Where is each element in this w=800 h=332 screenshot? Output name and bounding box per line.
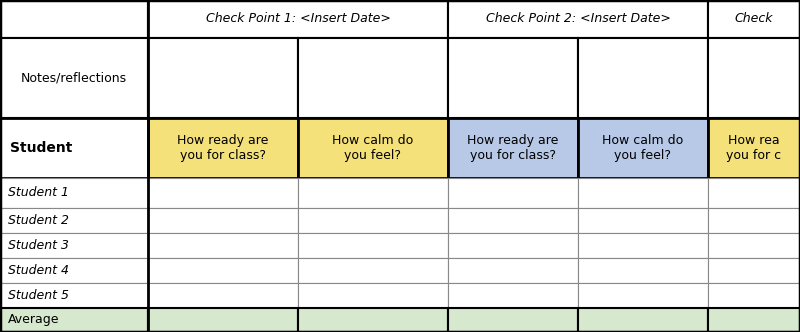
Bar (0, 208, 148, 233)
Bar (148, 0, 448, 38)
Bar (0, 38, 148, 118)
Bar (298, 258, 448, 283)
Bar (578, 208, 708, 233)
Bar (448, 258, 578, 283)
Text: How calm do
you feel?: How calm do you feel? (332, 134, 414, 162)
Bar (578, 38, 708, 118)
Bar (708, 178, 800, 208)
Bar (708, 283, 800, 308)
Text: How ready are
you for class?: How ready are you for class? (467, 134, 558, 162)
Text: Student 2: Student 2 (8, 214, 69, 227)
Bar (298, 208, 448, 233)
Bar (708, 118, 800, 178)
Bar (0, 233, 148, 258)
Bar (578, 233, 708, 258)
Text: Check Point 1: <Insert Date>: Check Point 1: <Insert Date> (206, 13, 390, 26)
Bar (448, 308, 578, 332)
Bar (578, 118, 708, 178)
Bar (148, 38, 298, 118)
Bar (148, 178, 298, 208)
Bar (148, 118, 298, 178)
Bar (448, 283, 578, 308)
Bar (708, 308, 800, 332)
Bar (0, 0, 148, 38)
Bar (578, 258, 708, 283)
Bar (448, 0, 708, 38)
Bar (148, 233, 298, 258)
Text: Average: Average (8, 313, 59, 326)
Text: Notes/reflections: Notes/reflections (21, 71, 127, 85)
Bar (298, 283, 448, 308)
Bar (148, 308, 298, 332)
Bar (448, 118, 578, 178)
Bar (0, 118, 148, 178)
Bar (0, 178, 148, 208)
Text: How ready are
you for class?: How ready are you for class? (178, 134, 269, 162)
Text: Student: Student (10, 141, 72, 155)
Bar (148, 258, 298, 283)
Bar (0, 283, 148, 308)
Bar (448, 208, 578, 233)
Bar (148, 283, 298, 308)
Text: Check: Check (734, 13, 774, 26)
Bar (0, 308, 148, 332)
Text: Student 3: Student 3 (8, 239, 69, 252)
Bar (708, 208, 800, 233)
Bar (578, 178, 708, 208)
Bar (448, 178, 578, 208)
Bar (708, 38, 800, 118)
Bar (448, 233, 578, 258)
Bar (578, 308, 708, 332)
Text: How rea
you for c: How rea you for c (726, 134, 782, 162)
Bar (708, 0, 800, 38)
Bar (298, 178, 448, 208)
Bar (0, 258, 148, 283)
Bar (578, 283, 708, 308)
Bar (148, 208, 298, 233)
Bar (298, 38, 448, 118)
Text: Student 4: Student 4 (8, 264, 69, 277)
Bar (298, 118, 448, 178)
Text: Student 5: Student 5 (8, 289, 69, 302)
Text: Student 1: Student 1 (8, 187, 69, 200)
Bar (298, 233, 448, 258)
Bar (708, 258, 800, 283)
Text: How calm do
you feel?: How calm do you feel? (602, 134, 684, 162)
Bar (448, 38, 578, 118)
Bar (298, 308, 448, 332)
Bar (708, 233, 800, 258)
Text: Check Point 2: <Insert Date>: Check Point 2: <Insert Date> (486, 13, 670, 26)
